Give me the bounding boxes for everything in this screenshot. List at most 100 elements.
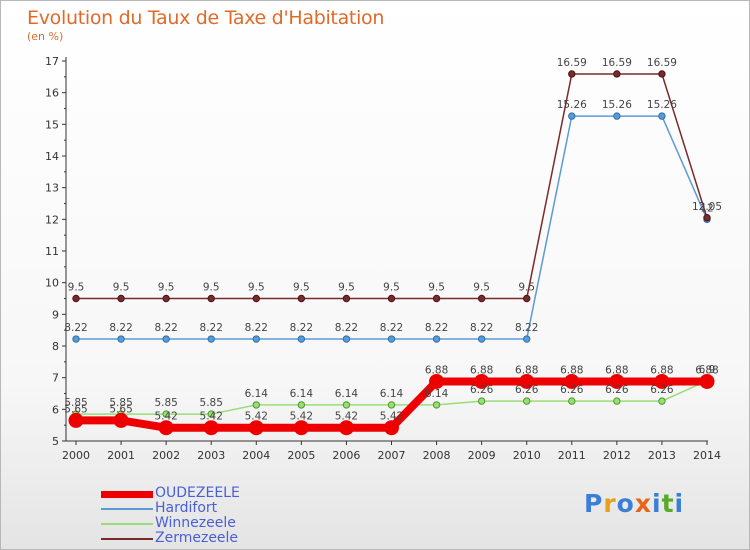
data-label-hardifort: 8.22 — [200, 322, 223, 334]
data-point-zermezeele — [342, 294, 351, 303]
data-point-zermezeele — [477, 294, 486, 303]
data-label-hardifort: 15.26 — [602, 99, 632, 111]
data-label-oudezeele: 6.88 — [560, 364, 583, 376]
data-label-winnezeele: 6.14 — [425, 388, 449, 400]
data-label-zermezeele: 9.5 — [158, 282, 175, 294]
data-label-oudezeele: 5.42 — [380, 411, 403, 423]
data-label-winnezeele: 5.85 — [109, 397, 132, 409]
data-label-oudezeele: 6.88 — [470, 364, 493, 376]
data-point-hardifort — [297, 335, 306, 343]
logo-letter: P — [584, 489, 604, 518]
data-point-hardifort — [117, 335, 125, 343]
x-tick-label: 2002 — [152, 449, 180, 462]
data-point-hardifort — [568, 112, 576, 120]
data-label-oudezeele: 6.88 — [425, 364, 448, 376]
x-tick-label: 2009 — [468, 449, 496, 462]
legend-label: OUDEZEELE — [155, 485, 240, 501]
y-tick-label: 17 — [45, 55, 59, 68]
data-label-zermezeele: 9.5 — [293, 282, 310, 294]
data-point-zermezeele — [658, 70, 666, 78]
logo-letter: o — [616, 489, 635, 518]
data-point-zermezeele — [387, 294, 396, 303]
y-tick-label: 8 — [52, 340, 59, 353]
x-tick-label: 2012 — [603, 449, 631, 462]
data-point-winnezeele — [658, 397, 666, 405]
data-point-zermezeele — [117, 294, 125, 303]
data-label-zermezeele: 16.59 — [557, 57, 587, 69]
data-point-zermezeele — [162, 294, 170, 303]
data-point-oudezeele — [519, 373, 535, 389]
data-point-oudezeele — [609, 373, 625, 389]
logo-letter: t — [661, 489, 675, 518]
data-point-hardifort — [207, 335, 215, 343]
data-label-winnezeele: 6.14 — [290, 388, 314, 400]
data-point-zermezeele — [252, 294, 260, 303]
y-tick-label: 5 — [52, 435, 59, 448]
data-point-zermezeele — [207, 294, 215, 303]
data-label-oudezeele: 6.88 — [650, 364, 673, 376]
data-point-oudezeele — [564, 373, 580, 389]
data-label-winnezeele: 6.14 — [335, 388, 359, 400]
data-label-hardifort: 8.22 — [515, 322, 538, 334]
data-point-oudezeele — [384, 420, 399, 436]
data-label-zermezeele: 12.05 — [692, 201, 722, 213]
data-point-winnezeele — [613, 397, 621, 405]
y-tick-label: 9 — [52, 308, 59, 321]
data-point-winnezeele — [297, 401, 306, 409]
legend-swatch — [101, 538, 153, 540]
data-label-hardifort: 8.22 — [154, 322, 177, 334]
x-tick-label: 2005 — [287, 449, 315, 462]
data-label-zermezeele: 9.5 — [203, 282, 220, 294]
data-label-hardifort: 8.22 — [335, 322, 358, 334]
data-label-winnezeele: 6.14 — [380, 388, 404, 400]
data-label-oudezeele: 5.65 — [64, 403, 87, 415]
legend-label: Hardifort — [155, 500, 218, 516]
data-point-oudezeele — [293, 420, 309, 436]
data-point-zermezeele — [703, 214, 711, 222]
data-label-winnezeele: 6.9 — [699, 364, 716, 376]
x-tick-label: 2011 — [558, 449, 586, 462]
data-point-zermezeele — [613, 70, 621, 78]
legend-swatch — [101, 490, 153, 498]
data-label-oudezeele: 6.88 — [605, 364, 628, 376]
data-point-oudezeele — [699, 373, 715, 389]
legend-swatch — [101, 523, 153, 525]
data-label-oudezeele: 5.42 — [245, 411, 268, 423]
data-point-winnezeele — [387, 401, 396, 409]
data-point-zermezeele — [523, 294, 531, 303]
data-point-oudezeele — [474, 373, 490, 389]
data-label-winnezeele: 5.85 — [154, 397, 177, 409]
data-label-zermezeele: 9.5 — [473, 282, 490, 294]
data-label-winnezeele: 6.26 — [650, 384, 674, 396]
legend-swatch — [101, 508, 153, 510]
data-point-oudezeele — [654, 373, 670, 389]
logo-letter: i — [652, 489, 662, 518]
data-point-hardifort — [162, 335, 170, 343]
data-point-hardifort — [613, 112, 621, 120]
data-label-hardifort: 8.22 — [64, 322, 87, 334]
data-label-oudezeele: 5.42 — [200, 411, 223, 423]
data-point-hardifort — [72, 335, 80, 343]
data-point-zermezeele — [297, 294, 306, 303]
data-label-oudezeele: 5.42 — [335, 411, 358, 423]
data-point-hardifort — [387, 335, 396, 343]
x-tick-label: 2008 — [423, 449, 451, 462]
data-label-hardifort: 8.22 — [109, 322, 132, 334]
x-tick-label: 2013 — [648, 449, 676, 462]
data-label-zermezeele: 9.5 — [248, 282, 265, 294]
data-label-hardifort: 8.22 — [425, 322, 448, 334]
chart-title: Evolution du Taux de Taxe d'Habitation — [27, 7, 385, 29]
logo-letter: r — [603, 489, 617, 518]
data-point-hardifort — [252, 335, 260, 343]
y-tick-label: 10 — [45, 277, 59, 290]
y-tick-label: 7 — [52, 372, 59, 385]
x-tick-label: 2004 — [242, 449, 270, 462]
x-tick-label: 2010 — [513, 449, 541, 462]
y-tick-label: 14 — [45, 150, 59, 163]
data-label-winnezeele: 6.26 — [605, 384, 629, 396]
series-line-hardifort — [76, 115, 708, 340]
data-point-oudezeele — [68, 412, 84, 428]
data-label-zermezeele: 16.59 — [602, 57, 632, 69]
